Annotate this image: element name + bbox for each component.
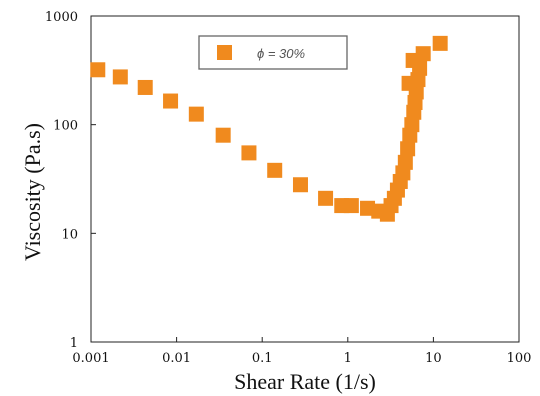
data-point bbox=[188, 106, 204, 122]
x-tick-label: 0.1 bbox=[252, 351, 273, 366]
data-point bbox=[415, 46, 431, 62]
legend-marker bbox=[217, 45, 232, 60]
y-tick-label: 100 bbox=[53, 119, 78, 134]
data-point bbox=[241, 145, 257, 161]
plot-frame bbox=[90, 15, 520, 343]
data-point bbox=[343, 198, 359, 214]
y-tick-label: 1 bbox=[70, 336, 78, 351]
data-point bbox=[400, 141, 416, 157]
data-point bbox=[267, 162, 283, 178]
data-point bbox=[112, 69, 128, 85]
x-tick-label: 0.001 bbox=[72, 351, 109, 366]
data-point bbox=[432, 35, 448, 51]
data-point bbox=[163, 93, 179, 109]
data-point bbox=[318, 190, 334, 206]
x-axis-ticks: 0.001 0.01 0.1 1 10 100 bbox=[72, 337, 531, 366]
y-axis-ticks: 1 10 100 1000 bbox=[45, 10, 96, 351]
x-tick-label: 1 bbox=[344, 351, 352, 366]
data-point bbox=[215, 127, 231, 143]
y-axis-title: Viscosity (Pa.s) bbox=[20, 123, 45, 261]
y-tick-label: 10 bbox=[61, 227, 78, 242]
data-points bbox=[90, 35, 448, 222]
data-point bbox=[292, 177, 308, 193]
data-point bbox=[90, 62, 106, 78]
legend-label: ϕ = 30% bbox=[257, 46, 305, 61]
data-point bbox=[137, 79, 153, 95]
y-tick-label: 1000 bbox=[45, 10, 78, 25]
legend: ϕ = 30% bbox=[198, 35, 348, 70]
data-point bbox=[397, 154, 413, 170]
data-point bbox=[401, 75, 417, 91]
x-tick-label: 0.01 bbox=[162, 351, 191, 366]
x-tick-label: 100 bbox=[507, 351, 532, 366]
x-tick-label: 10 bbox=[425, 351, 442, 366]
x-axis-title: Shear Rate (1/s) bbox=[234, 369, 376, 394]
data-point bbox=[404, 117, 420, 133]
